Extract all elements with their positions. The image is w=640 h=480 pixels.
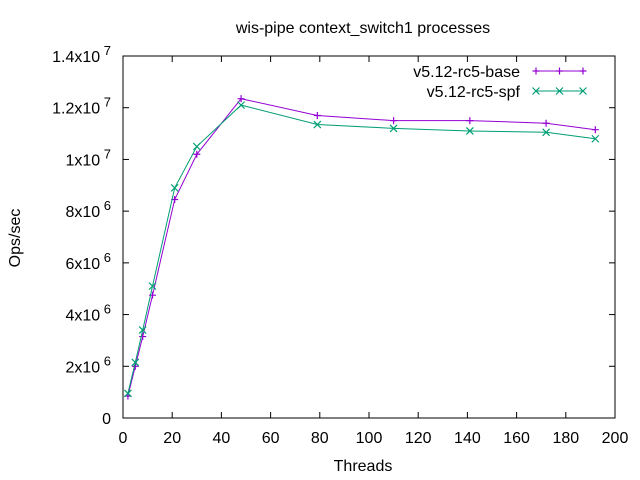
data-point	[148, 282, 157, 291]
y-tick-mantissa: 1x10	[65, 152, 100, 169]
y-tick-label: 1x10 7	[65, 146, 111, 169]
series-line	[127, 98, 596, 397]
data-point	[237, 101, 246, 110]
y-tick-mantissa: 0	[102, 411, 111, 428]
y-tick-mantissa: 8x10	[65, 204, 100, 221]
x-axis: 0 20 40 60 80 100 120 140 160 180 200	[119, 56, 629, 447]
legend-label: v5.12-rc5-spf	[427, 84, 521, 101]
x-tick-label: 200	[602, 430, 629, 447]
y-tick-mantissa: 6x10	[65, 256, 100, 273]
data-point	[542, 119, 550, 127]
y-tick-label: 6x10 6	[65, 250, 111, 273]
legend-marker-end	[579, 67, 587, 75]
y-tick-label: 2x10 6	[65, 353, 111, 376]
legend-item: v5.12-rc5-spf	[427, 84, 587, 101]
x-tick-label: 140	[454, 430, 481, 447]
x-tick-label: 0	[119, 430, 128, 447]
legend-marker-start	[532, 67, 540, 75]
data-point	[465, 127, 474, 135]
x-tick-label: 40	[213, 430, 231, 447]
data-point	[193, 150, 201, 158]
y-tick-exponent: 6	[100, 353, 111, 368]
y-tick-label: 4x10 6	[65, 302, 111, 325]
y-tick-label: 0	[102, 411, 111, 428]
plot-frame	[122, 55, 616, 419]
data-point	[389, 124, 398, 133]
y-tick-label: 8x10 6	[65, 198, 111, 221]
data-point	[138, 326, 147, 335]
data-point	[123, 389, 132, 398]
data-point	[237, 95, 245, 103]
y-tick-label: 1.4x10 7	[52, 43, 111, 66]
y-axis-label: Ops/sec	[7, 209, 24, 268]
y-tick-exponent: 7	[100, 95, 111, 110]
y-tick-exponent: 7	[100, 146, 111, 161]
x-tick-label: 20	[163, 430, 181, 447]
chart-title: wis-pipe context_switch1 processes	[235, 20, 490, 37]
x-tick-label: 100	[356, 430, 383, 447]
legend: v5.12-rc5-base v5.12-rc5-spf	[413, 64, 587, 101]
y-tick-exponent: 6	[100, 250, 111, 265]
x-tick-label: 60	[262, 430, 280, 447]
data-point	[591, 126, 599, 134]
series-v5.12-rc5-spf	[123, 101, 600, 398]
legend-marker-start	[532, 87, 540, 95]
series-v5.12-rc5-base	[124, 95, 599, 400]
legend-item: v5.12-rc5-base	[413, 64, 587, 81]
data-point	[390, 117, 398, 125]
series-layer	[123, 95, 600, 400]
x-tick-label: 160	[503, 430, 530, 447]
data-point	[192, 142, 201, 151]
legend-marker	[556, 67, 563, 75]
data-point	[466, 117, 474, 125]
x-axis-label: Threads	[334, 458, 393, 475]
y-tick-exponent: 6	[100, 198, 111, 213]
data-point	[313, 111, 321, 119]
data-point	[542, 128, 551, 137]
y-tick-mantissa: 2x10	[65, 359, 100, 376]
y-tick-mantissa: 1.2x10	[52, 101, 100, 118]
legend-marker-end	[579, 87, 587, 95]
y-tick-exponent: 6	[100, 302, 111, 317]
data-point	[131, 358, 140, 367]
y-tick-mantissa: 4x10	[65, 308, 100, 325]
y-tick-exponent: 7	[100, 43, 111, 58]
x-tick-label: 80	[311, 430, 329, 447]
y-tick-label: 1.2x10 7	[52, 95, 111, 118]
data-point	[170, 183, 179, 192]
series-line	[127, 104, 596, 394]
data-point	[313, 120, 322, 129]
x-tick-label: 120	[405, 430, 432, 447]
legend-label: v5.12-rc5-base	[413, 64, 520, 81]
data-point	[139, 333, 147, 341]
x-tick-label: 180	[552, 430, 579, 447]
data-point	[591, 134, 600, 143]
legend-marker	[555, 87, 564, 95]
y-tick-mantissa: 1.4x10	[52, 49, 100, 66]
